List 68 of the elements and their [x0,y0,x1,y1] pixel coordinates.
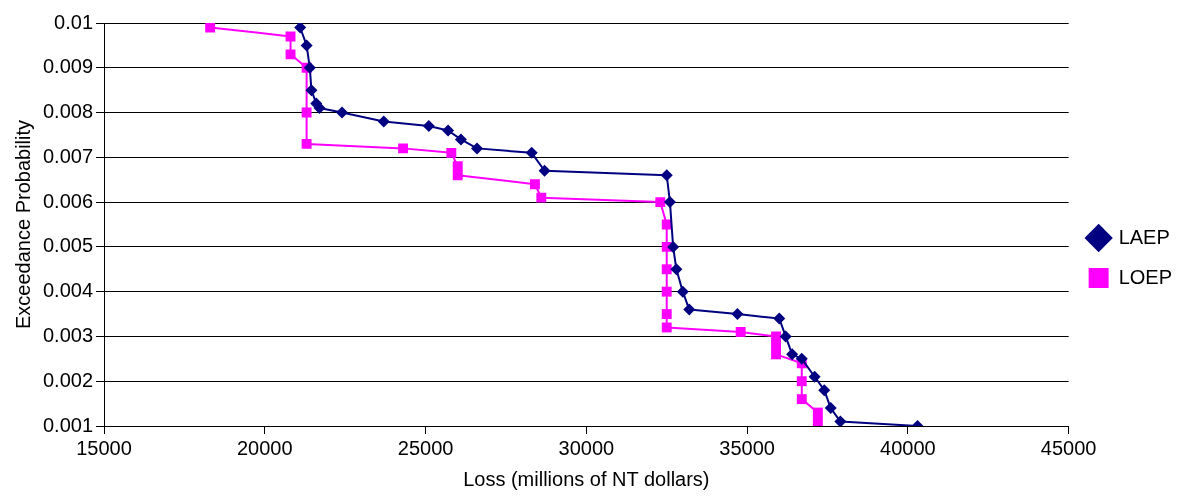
point [205,23,216,33]
point [731,308,744,321]
y-tick-label: 0.001 [42,413,94,436]
point [285,31,296,42]
point [538,164,551,177]
point [667,240,680,253]
x-axis-title: Loss (millions of NT dollars) [463,467,710,490]
legend-label: LAEP [1118,225,1170,248]
point [683,303,696,316]
point [661,264,672,275]
point [305,84,318,97]
point [285,49,296,60]
x-tick-label: 15000 [76,436,132,459]
point [452,170,463,181]
point [377,115,390,128]
point [676,285,689,298]
y-axis-title: Exceedance Probability [11,119,34,330]
point [660,169,673,182]
point [661,286,672,297]
legend-label: LOEP [1118,265,1172,288]
y-tick-label: 0.006 [42,189,94,212]
point [301,107,312,118]
x-tick-label: 35000 [719,436,775,459]
point [773,312,786,325]
y-tick-label: 0.01 [54,10,94,33]
point [442,124,455,137]
point [422,119,435,132]
point [663,196,676,209]
point [818,384,831,397]
point [796,394,807,405]
point [446,147,457,158]
y-tick-label: 0.009 [42,55,94,78]
point [294,23,307,34]
point [824,402,837,415]
point [670,263,683,276]
point [454,133,467,146]
y-tick-label: 0.003 [42,323,94,346]
point [303,61,316,74]
point [301,138,312,149]
point [471,142,484,155]
x-tick-label: 40000 [880,436,936,459]
x-tick-label: 30000 [558,436,615,459]
point [300,39,313,52]
point [808,370,821,383]
y-tick-label: 0.002 [42,368,94,391]
point [735,327,746,337]
point [655,197,666,208]
y-tick-label: 0.007 [42,144,94,167]
x-tick-label: 20000 [237,436,293,459]
x-tick-label: 45000 [1040,436,1097,459]
point [536,192,547,203]
y-tick-label: 0.005 [42,234,94,257]
point [779,330,792,343]
y-tick-label: 0.004 [42,279,94,302]
point [335,106,348,119]
point [771,349,781,360]
point [786,348,799,361]
point [795,352,808,365]
point [525,146,538,159]
x-tick-label: 25000 [397,436,454,459]
point [661,322,672,333]
point [661,309,672,320]
point [529,179,540,190]
point [398,143,409,154]
y-tick-label: 0.008 [42,100,94,123]
point [796,376,807,387]
point [834,415,847,426]
point [812,416,823,426]
